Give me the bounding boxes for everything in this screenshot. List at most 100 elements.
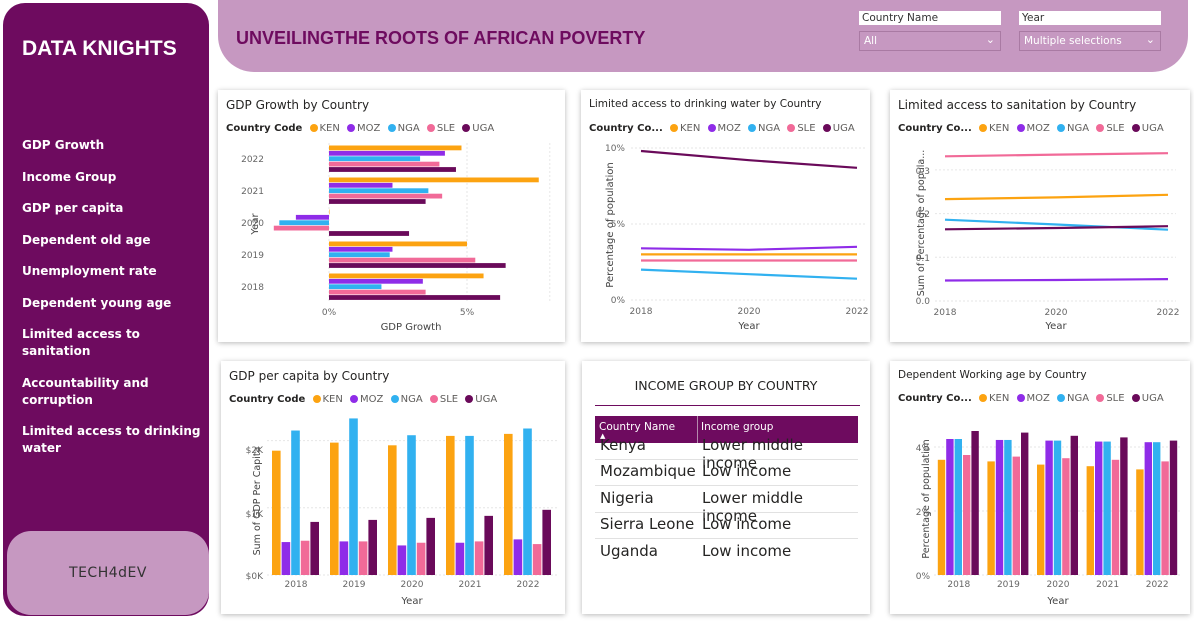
nav-sanitation[interactable]: Limited access to sanitation [22,327,140,358]
y-axis-title: Percentage of population [605,162,616,287]
bar-nga-2020 [279,220,329,226]
legend-item-nga[interactable]: NGA [1057,393,1089,404]
drinking-water-card[interactable]: Limited access to drinking water by Coun… [581,90,870,342]
column-header-country[interactable]: Country Name [599,421,676,433]
legend-item-moz[interactable]: MOZ [350,394,383,405]
bar-moz-2022 [1144,442,1152,575]
legend-label: MOZ [1026,123,1050,134]
bar-moz-2021 [1095,441,1103,575]
legend-item-ken[interactable]: KEN [312,394,343,405]
bar-nga-2018 [329,284,382,290]
bar-sle-2022 [532,544,542,575]
chart-legend: Country Code KEN MOZ NGA SLE UGA [226,123,498,134]
cell-income: Lower middle income [702,489,803,525]
bar-uga-2020 [426,517,435,575]
legend-item-ken[interactable]: KEN [978,393,1009,404]
legend-item-moz[interactable]: MOZ [1016,393,1050,404]
y-tick-label: 5% [611,220,626,230]
y-tick-label: 10% [605,144,625,154]
nav-dependent-old-age[interactable]: Dependent old age [22,232,151,247]
logo-panel: TECH4dEV [7,531,209,615]
table-row[interactable]: Kenya Lower middle income [595,433,858,472]
nav-drinking-water[interactable]: Limited access to drinking water [22,424,201,455]
bar-uga-2019 [329,263,506,268]
bar-moz-2022 [513,539,523,575]
table-row[interactable]: Mozambique Low income [595,459,858,486]
cell-income: Low income [702,462,792,480]
legend-item-sle[interactable]: SLE [1096,393,1125,404]
line-moz [640,245,858,251]
nav-gdp-growth[interactable]: GDP Growth [22,138,105,152]
column-header-income[interactable]: Income group [701,421,774,433]
nav-income-group[interactable]: Income Group [22,169,117,184]
sanitation-card[interactable]: Limited access to sanitation by Country … [890,90,1190,342]
bar-uga-2018 [971,431,979,575]
legend-item-uga[interactable]: UGA [1131,123,1164,134]
legend-item-ken[interactable]: KEN [669,123,700,134]
year-dropdown[interactable]: Multiple selections ⌄ [1019,31,1161,51]
legend-item-sle[interactable]: SLE [429,394,459,405]
bar-uga-2022 [329,167,456,172]
bar-moz-2019 [995,439,1004,575]
nav-unemployment-rate[interactable]: Unemployment rate [22,264,157,278]
bar-sle-2022 [329,161,440,167]
x-tick-label: 2022 [1146,580,1169,590]
x-tick-label: 2018 [947,580,970,590]
working-age-card[interactable]: Dependent Working age by Country Country… [890,361,1190,614]
bar-sle-2019 [1012,456,1020,575]
table-row[interactable]: Nigeria Lower middle income [595,486,858,525]
legend-item-ken[interactable]: KEN [309,123,340,134]
legend-item-nga[interactable]: NGA [748,123,780,134]
legend-item-nga[interactable]: NGA [1057,123,1089,134]
y-axis-title: Year [250,213,261,236]
bar-ken-2020 [1037,464,1045,575]
legend-item-sle[interactable]: SLE [1096,123,1125,134]
table-row[interactable]: Sierra Leone Low income [595,512,858,539]
legend-item-nga[interactable]: NGA [387,123,420,134]
slicer-label: Year [1019,11,1161,25]
nav-dependent-young-age[interactable]: Dependent young age [22,295,172,310]
bar-moz-2019 [329,246,393,252]
legend-label: MOZ [1026,393,1050,404]
sort-ascending-icon[interactable]: ▲ [600,432,606,440]
table-row[interactable]: Uganda Low income [595,539,858,565]
legend-item-uga[interactable]: UGA [1131,393,1164,404]
legend-label: SLE [1106,393,1125,404]
legend-item-uga[interactable]: UGA [465,394,497,405]
dropdown-value: Multiple selections [1024,35,1122,47]
legend-dot [390,394,399,403]
country-dropdown[interactable]: All ⌄ [859,31,1001,51]
bar-nga-2021 [1103,441,1111,575]
legend-label: NGA [397,123,420,134]
y-tick-label: 2021 [241,187,264,197]
bar-nga-2019 [349,418,358,575]
y-axis-title: Sum of Percentage of popula... [916,150,927,297]
legend-dot [669,123,678,132]
legend-item-moz[interactable]: MOZ [347,123,380,134]
legend-item-moz[interactable]: MOZ [707,123,741,134]
bar-uga-2018 [329,295,501,300]
tech4dev-logo: TECH4dEV [69,565,147,581]
legend-item-uga[interactable]: UGA [822,123,855,134]
income-group-card[interactable]: INCOME GROUP BY COUNTRY Country Name ▲ I… [582,361,870,614]
legend-item-nga[interactable]: NGA [390,394,423,405]
x-axis-title: Year [1044,321,1067,332]
column-separator [697,416,698,443]
bar-nga-2018 [291,430,300,575]
nav-gdp-per-capita[interactable]: GDP per capita [22,201,124,215]
legend-item-uga[interactable]: UGA [462,123,494,134]
gdp-per-capita-card[interactable]: GDP per capita by Country Country Code K… [221,361,565,614]
legend-label: SLE [439,394,459,405]
bar-sle-2020 [416,542,426,575]
legend-item-ken[interactable]: KEN [978,123,1009,134]
legend-label: UGA [475,394,498,405]
legend-item-sle[interactable]: SLE [787,123,816,134]
legend-item-moz[interactable]: MOZ [1016,123,1050,134]
legend-dot [978,123,987,132]
legend-label: UGA [832,123,855,134]
y-tick-label: $2K [246,446,264,456]
chart-legend: Country Code KEN MOZ NGA SLE UGA [229,394,501,405]
gdp-growth-card[interactable]: GDP Growth by Country Country Code KEN M… [218,90,565,342]
nav-accountability[interactable]: Accountability and corruption [22,375,149,407]
legend-item-sle[interactable]: SLE [426,123,455,134]
